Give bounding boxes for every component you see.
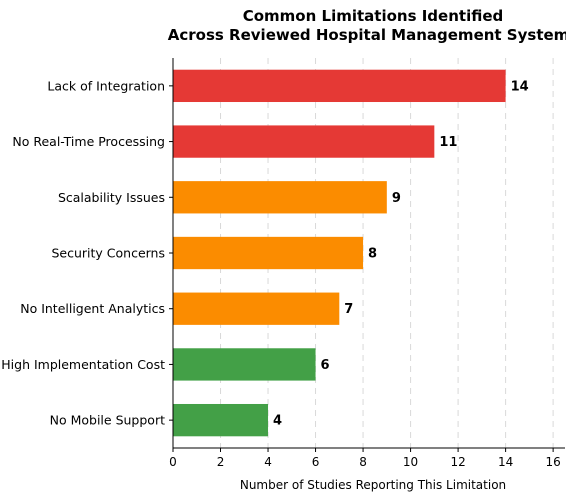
category-label: Scalability Issues <box>58 190 165 205</box>
category-label: No Mobile Support <box>50 413 165 428</box>
x-tick-label: 14 <box>498 455 513 469</box>
x-tick-label: 6 <box>312 455 320 469</box>
category-label: Security Concerns <box>51 246 165 261</box>
x-tick-label: 0 <box>169 455 177 469</box>
x-axis-label: Number of Studies Reporting This Limitat… <box>240 478 506 492</box>
x-tick-label: 10 <box>403 455 418 469</box>
grid-lines <box>220 58 554 448</box>
category-label: No Intelligent Analytics <box>20 301 165 316</box>
x-tick-label: 2 <box>217 455 225 469</box>
value-label: 14 <box>511 79 529 94</box>
x-tick-label: 4 <box>264 455 272 469</box>
category-labels: Lack of Integration No Real-Time Processi… <box>1 78 173 428</box>
x-ticks: 0 2 4 6 8 10 12 14 16 <box>169 448 561 469</box>
bar <box>173 403 269 437</box>
value-label: 6 <box>321 358 330 373</box>
bar <box>173 236 364 270</box>
category-label: High Implementation Cost <box>1 357 165 372</box>
bar <box>173 292 340 325</box>
bar <box>173 125 435 158</box>
value-labels: 14 11 9 8 7 6 4 <box>273 79 529 428</box>
value-label: 11 <box>439 135 457 150</box>
chart-title-line-2: Across Reviewed Hospital Management Syst… <box>168 26 566 44</box>
bar <box>173 181 387 214</box>
bar <box>173 348 316 381</box>
category-label: No Real-Time Processing <box>12 134 165 149</box>
chart-title: Common Limitations Identified Across Rev… <box>168 7 566 44</box>
value-label: 4 <box>273 414 282 429</box>
x-tick-label: 12 <box>450 455 465 469</box>
bars <box>173 69 506 437</box>
category-label: Lack of Integration <box>47 78 165 93</box>
chart-title-line-1: Common Limitations Identified <box>243 7 504 25</box>
bar <box>173 69 506 103</box>
x-tick-label: 16 <box>545 455 560 469</box>
value-label: 8 <box>368 247 377 262</box>
value-label: 7 <box>344 302 353 317</box>
x-tick-label: 8 <box>359 455 367 469</box>
value-label: 9 <box>392 191 401 206</box>
